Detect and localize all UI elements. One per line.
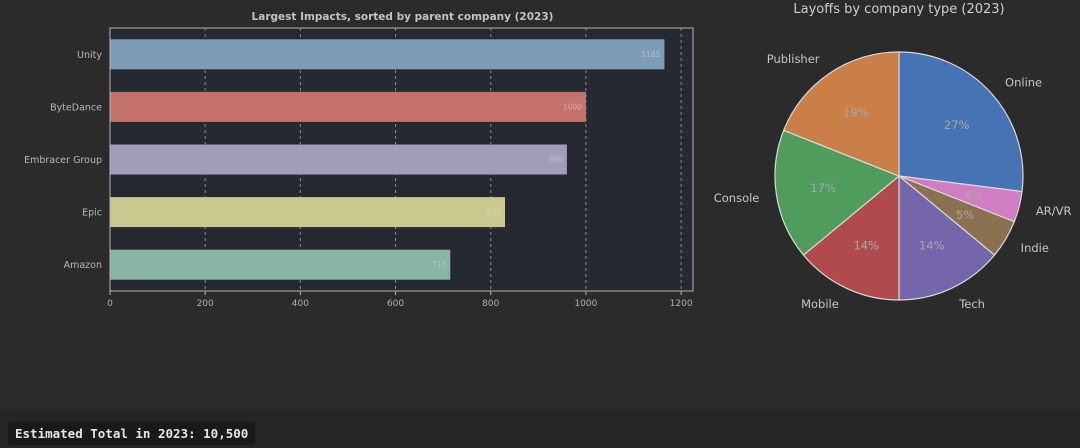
bar-value-label: 715 [432, 260, 447, 269]
pie-slice-label: Indie [1021, 241, 1049, 255]
bar-chart-title: Largest Impacts, sorted by parent compan… [251, 11, 554, 23]
pie-percent-label: 27% [944, 118, 970, 132]
x-tick-label: 400 [292, 299, 309, 309]
pie-slice-mobile [802, 175, 900, 301]
bar-unity [110, 39, 665, 70]
pie-percent-label: 19% [843, 105, 869, 119]
bar-value-label: 830 [487, 208, 502, 217]
plot-frame [109, 27, 694, 292]
bar-value-label: 1000 [563, 102, 582, 111]
bar-bytedance [110, 91, 586, 122]
bar-category-label: Amazon [64, 260, 102, 271]
pie-chart-title: Layoffs by company type (2023) [793, 2, 1005, 17]
bar-category-label: Unity [77, 50, 102, 61]
x-tick-label: 0 [107, 299, 113, 309]
bar-chart: 1165 Unity 1000 ByteDance 960 Embracer Group 8… [24, 27, 694, 309]
pie-slice-label: Tech [958, 297, 985, 311]
pie-chart: 27% Online 4% AR/VR 5% Indie 14% Tech 14% Mobile 1… [714, 51, 1072, 311]
pie-percent-label: 17% [810, 181, 836, 195]
pie-slice-label: Publisher [767, 52, 820, 66]
x-tick-label: 600 [387, 299, 404, 309]
pie-percent-label: 5% [956, 208, 974, 222]
x-tick-label: 1000 [574, 299, 597, 309]
bar-category-label: Epic [82, 208, 102, 219]
pie-slice-label: Mobile [801, 297, 839, 311]
bar-category-label: Embracer Group [24, 155, 102, 166]
pie-slice-console [774, 129, 900, 256]
pie-percent-label: 4% [964, 188, 982, 202]
bar-category-label: ByteDance [50, 102, 102, 113]
pie-percent-label: 14% [853, 239, 879, 253]
bar-value-label: 1165 [641, 50, 660, 59]
x-tick-label: 1200 [670, 299, 693, 309]
bar-embracer-group [110, 144, 567, 175]
pie-slice-online [898, 51, 1024, 193]
pie-slice-label: Online [1005, 76, 1042, 90]
pie-slice-publisher [783, 51, 900, 177]
pie-percent-label: 14% [919, 239, 945, 253]
bar-amazon [110, 249, 451, 280]
bar-epic [110, 197, 506, 228]
pie-slice-label: AR/VR [1036, 204, 1072, 218]
x-tick-label: 800 [482, 299, 499, 309]
bar-value-label: 960 [549, 155, 564, 164]
pie-slice-tech [898, 175, 996, 301]
estimated-total-text: Estimated Total in 2023: 10,500 [8, 422, 256, 445]
pie-slice-label: Console [714, 191, 760, 205]
x-tick-label: 200 [197, 299, 214, 309]
